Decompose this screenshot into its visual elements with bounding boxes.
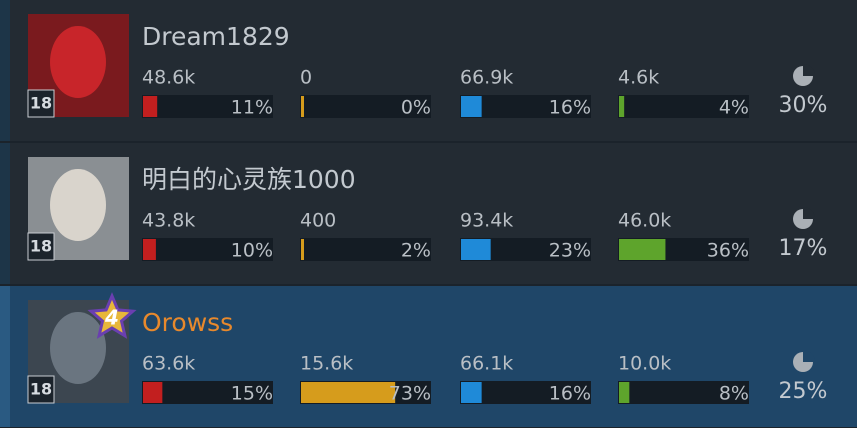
bar-fill bbox=[143, 96, 158, 117]
stat-percent: 11% bbox=[231, 97, 273, 119]
stat-value: 48.6k bbox=[142, 67, 195, 89]
player-row: 18 明白的心灵族1000 43.8k 10% 400 2% 93.4k 23% 46.0k 36… bbox=[0, 143, 857, 284]
player-name: Orowss bbox=[142, 308, 233, 337]
level: 18 bbox=[30, 237, 52, 256]
bar-fill bbox=[461, 382, 482, 403]
level-box bbox=[27, 375, 55, 404]
stat-value: 63.6k bbox=[142, 353, 195, 375]
bar-fill bbox=[619, 239, 666, 260]
bar-track bbox=[300, 238, 431, 261]
bar-track bbox=[460, 238, 591, 261]
level-box bbox=[27, 89, 55, 118]
bar-fill bbox=[301, 96, 304, 117]
bar-track bbox=[142, 381, 273, 404]
player-name: 明白的心灵族1000 bbox=[142, 165, 356, 194]
row-edge bbox=[0, 286, 10, 427]
bar-track bbox=[300, 95, 431, 118]
damage-share: 25% bbox=[779, 379, 828, 404]
bar-fill bbox=[619, 96, 625, 117]
level-box bbox=[27, 232, 55, 261]
bar-track bbox=[618, 381, 749, 404]
bar-fill bbox=[301, 239, 304, 260]
bar-track bbox=[142, 238, 273, 261]
stat-value: 93.4k bbox=[460, 210, 513, 232]
damage-share: 17% bbox=[779, 236, 828, 261]
portrait-face bbox=[50, 312, 106, 384]
bar-fill bbox=[461, 239, 491, 260]
stat-value: 46.0k bbox=[618, 210, 671, 232]
player-row: 18 Dream1829 48.6k 11% 0 0% 66.9k 16% 4.6k 4% 30% bbox=[0, 0, 857, 141]
stat-value: 43.8k bbox=[142, 210, 195, 232]
stat-percent: 36% bbox=[707, 240, 749, 262]
bar-track bbox=[618, 95, 749, 118]
stat-percent: 8% bbox=[719, 383, 749, 405]
stat-value: 10.0k bbox=[618, 353, 671, 375]
bar-fill bbox=[143, 239, 156, 260]
stat-value: 0 bbox=[300, 67, 312, 89]
portrait-face bbox=[50, 26, 106, 98]
stat-value: 15.6k bbox=[300, 353, 353, 375]
share-icon-slice bbox=[803, 207, 815, 219]
share-icon-slice bbox=[803, 64, 815, 76]
player-name: Dream1829 bbox=[142, 22, 290, 51]
stat-percent: 16% bbox=[549, 97, 591, 119]
stat-value: 400 bbox=[300, 210, 336, 232]
stat-percent: 16% bbox=[549, 383, 591, 405]
damage-share: 30% bbox=[779, 93, 828, 118]
stat-percent: 15% bbox=[231, 383, 273, 405]
stat-value: 4.6k bbox=[618, 67, 659, 89]
rank-badge bbox=[87, 292, 137, 339]
stat-percent: 73% bbox=[389, 383, 431, 405]
level: 18 bbox=[30, 94, 52, 113]
bar-fill bbox=[143, 382, 163, 403]
stat-percent: 10% bbox=[231, 240, 273, 262]
bar-track bbox=[460, 95, 591, 118]
row-edge bbox=[0, 0, 10, 141]
bar-track bbox=[460, 381, 591, 404]
bar-fill bbox=[301, 382, 396, 403]
stat-percent: 0% bbox=[401, 97, 431, 119]
level: 18 bbox=[30, 380, 52, 399]
portrait-face bbox=[50, 169, 106, 241]
share-icon-slice bbox=[803, 350, 815, 362]
player-row: 18 4 Orowss 63.6k 15% 15.6k 73% 66.1k 16% 10.0k 8%… bbox=[0, 286, 857, 427]
bar-fill bbox=[619, 382, 630, 403]
stat-percent: 23% bbox=[549, 240, 591, 262]
stat-percent: 4% bbox=[719, 97, 749, 119]
rank-number: 4 bbox=[104, 306, 119, 330]
stat-percent: 2% bbox=[401, 240, 431, 262]
row-edge bbox=[0, 143, 10, 284]
bar-fill bbox=[461, 96, 482, 117]
bar-track bbox=[142, 95, 273, 118]
stat-value: 66.1k bbox=[460, 353, 513, 375]
stat-value: 66.9k bbox=[460, 67, 513, 89]
